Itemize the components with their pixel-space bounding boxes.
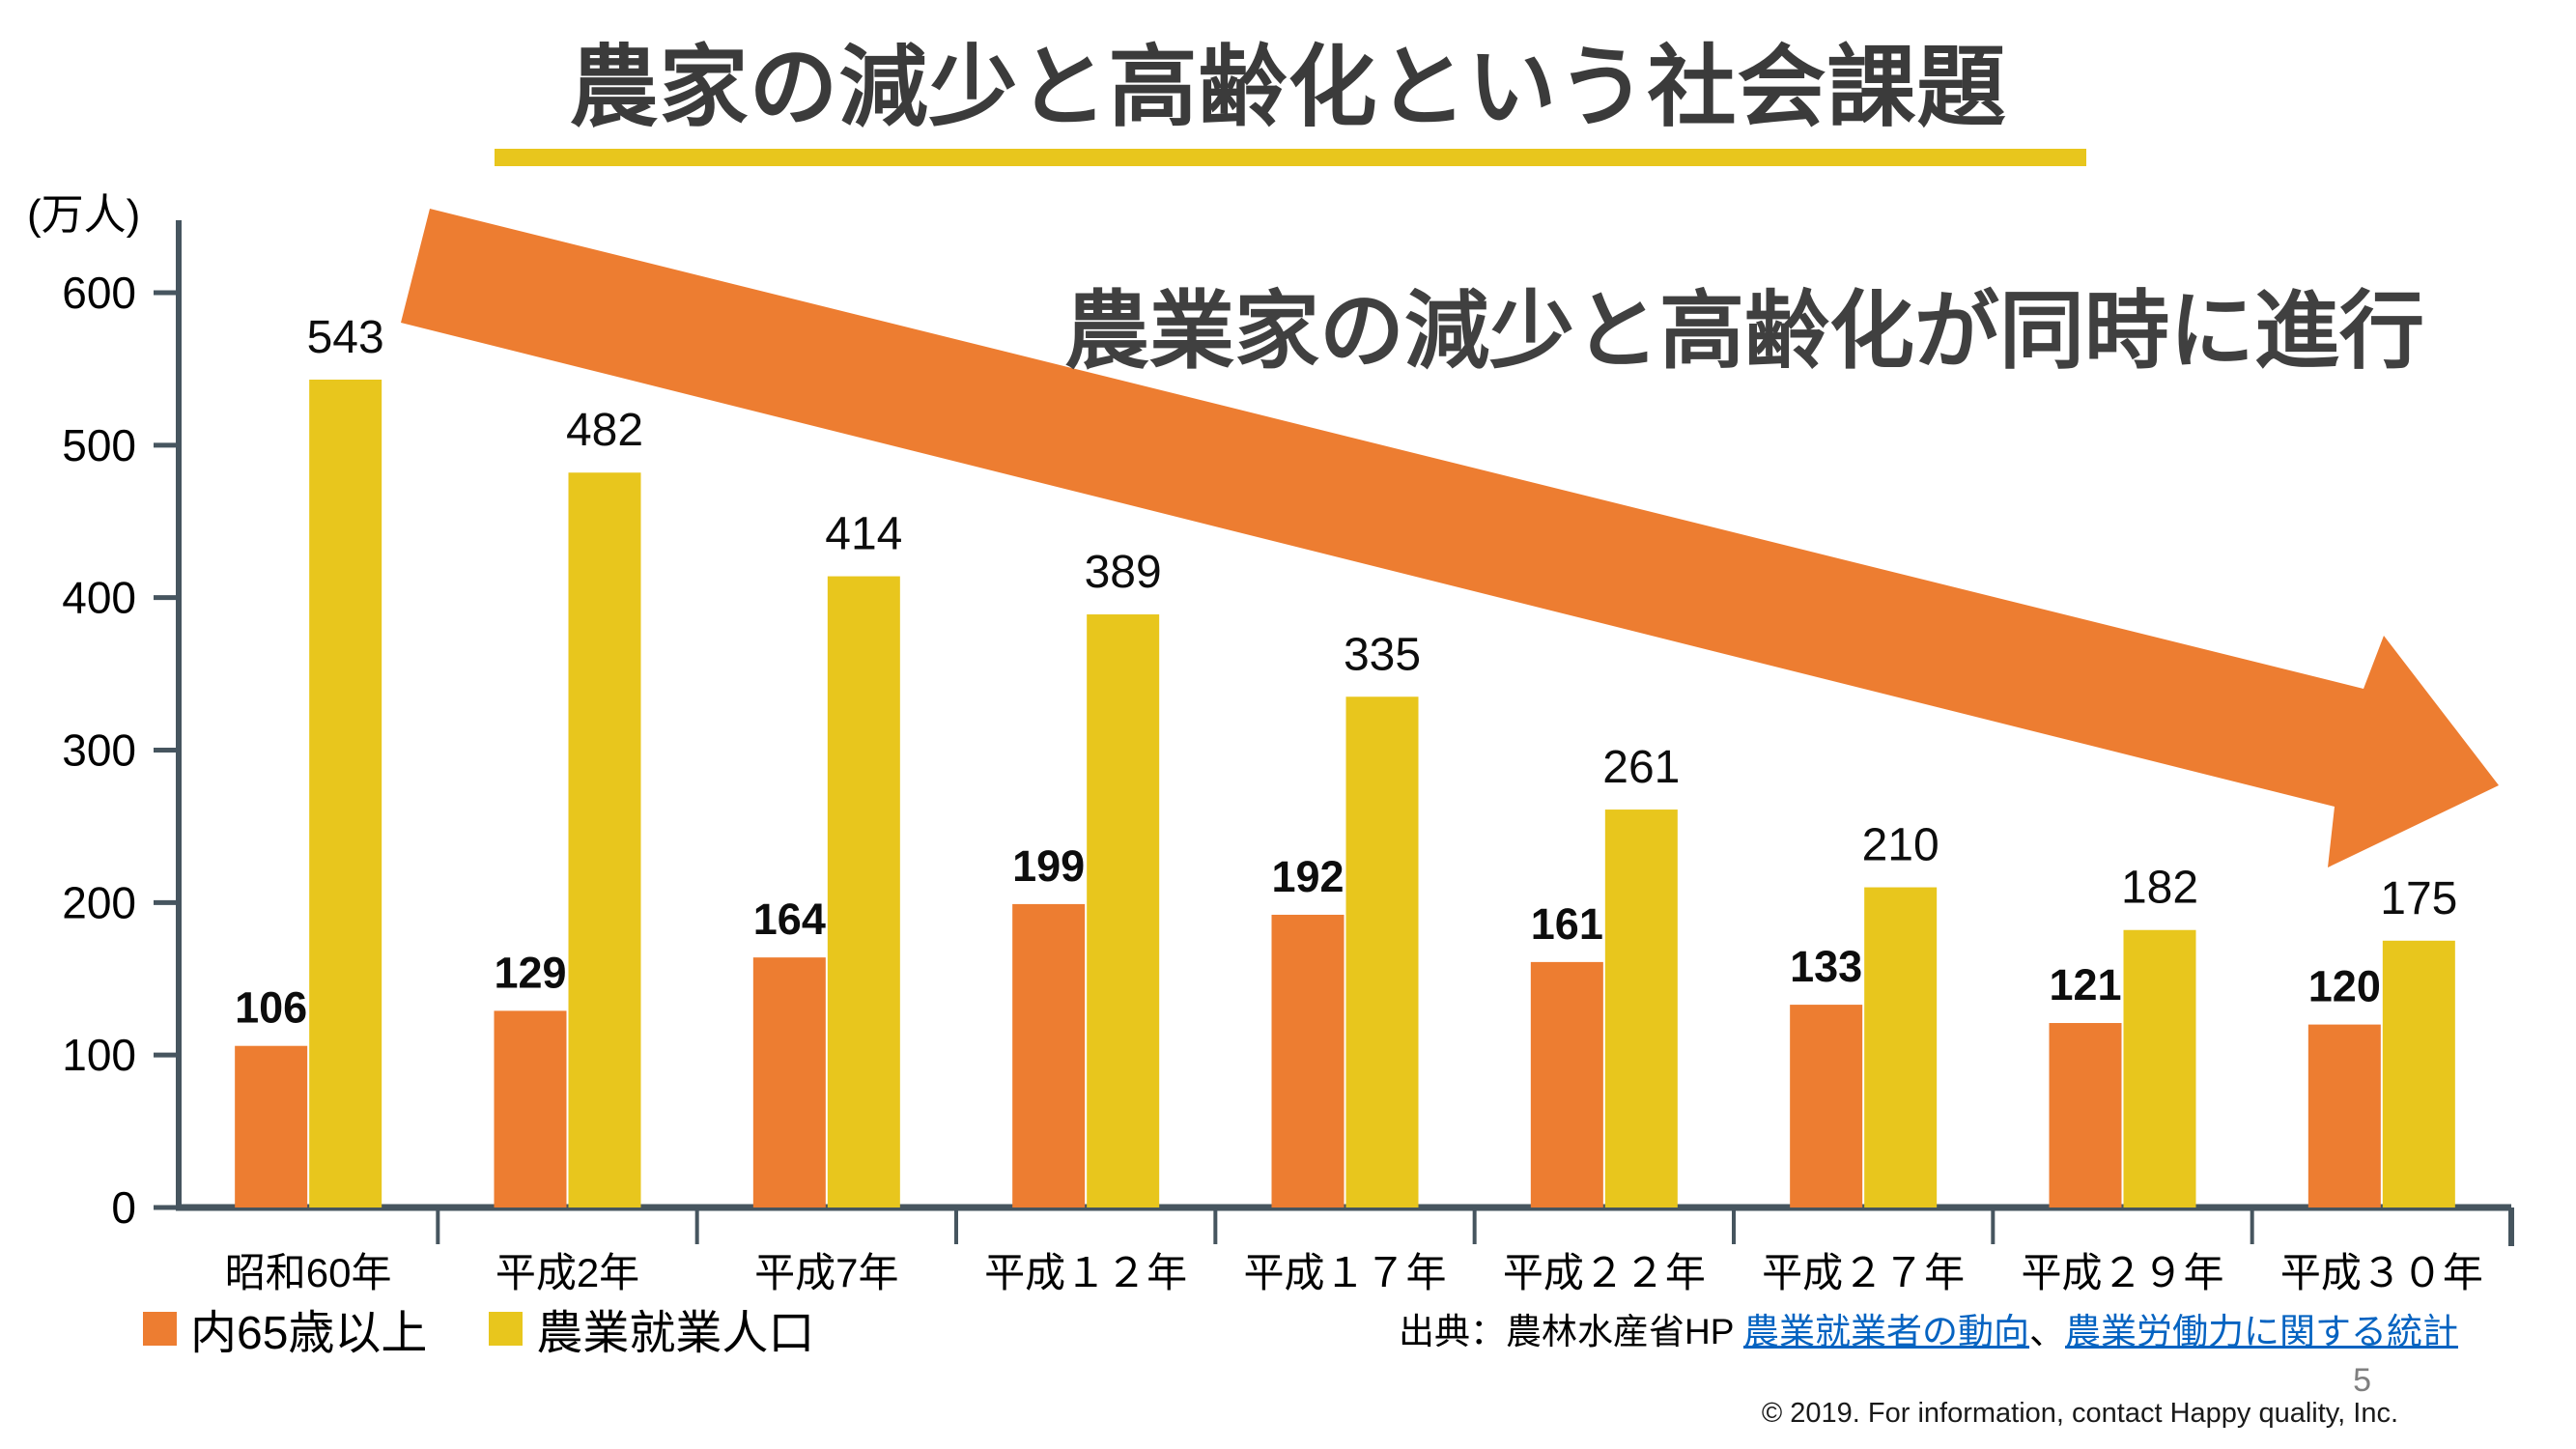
bar-over65 <box>2307 1024 2381 1208</box>
bar-over65 <box>2049 1023 2122 1208</box>
source-link-trends[interactable]: 農業就業者の動向 <box>1743 1312 2029 1351</box>
bar-farm-population <box>2382 940 2455 1208</box>
bar-farm-population <box>2123 929 2196 1208</box>
value-label: 389 <box>1085 547 1162 598</box>
value-label: 175 <box>2380 873 2457 924</box>
x-category-label: 平成１７年 <box>1243 1250 1446 1295</box>
copyright-text: © 2019. For information, contact Happy q… <box>1761 1398 2398 1429</box>
value-label: 133 <box>1790 942 1862 991</box>
x-category-label: 平成２２年 <box>1503 1250 1706 1295</box>
bar-over65 <box>1271 914 1345 1208</box>
title-underline-bar <box>495 149 2086 166</box>
x-category-label: 平成３０年 <box>2280 1250 2483 1295</box>
bar-farm-population <box>1604 810 1678 1208</box>
y-tick-label: 300 <box>62 725 136 776</box>
legend-label-over65: 内65歳以上 <box>190 1308 428 1359</box>
value-label: 210 <box>1862 820 1939 871</box>
x-category-label: 平成2年 <box>495 1250 639 1295</box>
legend-item-over65: 内65歳以上 <box>143 1294 427 1362</box>
x-category-label: 昭和60年 <box>225 1250 392 1295</box>
page-title: 農家の減少と高齢化という社会課題 <box>569 39 2007 137</box>
y-tick-label: 400 <box>62 573 136 623</box>
bar-farm-population <box>309 379 382 1208</box>
value-label: 120 <box>2308 962 2381 1011</box>
value-label: 414 <box>825 509 902 560</box>
bar-over65 <box>752 957 826 1208</box>
value-label: 164 <box>753 895 826 944</box>
x-category-label: 平成7年 <box>754 1250 898 1295</box>
y-tick-label: 100 <box>62 1030 136 1080</box>
bar-farm-population <box>1345 696 1419 1208</box>
downward-trend-arrow-icon <box>401 209 2499 867</box>
source-citation: 出典：農林水産省HP 農業就業者の動向、農業労働力に関する統計 <box>1399 1302 2458 1354</box>
value-label: 199 <box>1012 841 1085 891</box>
x-category-label: 平成１２年 <box>984 1250 1187 1295</box>
value-label: 129 <box>494 948 566 997</box>
x-category-label: 平成２７年 <box>1762 1250 1965 1295</box>
value-label: 482 <box>566 405 643 456</box>
legend-item-farm-population: 農業就業人口 <box>489 1294 814 1362</box>
bar-over65 <box>1012 903 1086 1208</box>
value-label: 161 <box>1531 899 1603 949</box>
bar-over65 <box>1790 1005 1863 1208</box>
value-label: 543 <box>307 312 384 363</box>
value-label: 182 <box>2121 863 2198 914</box>
yellow-swatch-icon <box>489 1311 524 1346</box>
chart-legend: 内65歳以上 農業就業人口 <box>143 1294 814 1362</box>
source-link-labor-stats[interactable]: 農業労働力に関する統計 <box>2065 1312 2458 1351</box>
y-tick-label: 500 <box>62 420 136 470</box>
bar-farm-population <box>1864 887 1938 1208</box>
source-separator: 、 <box>2029 1312 2065 1351</box>
orange-swatch-icon <box>143 1311 177 1346</box>
page-number: 5 <box>2353 1362 2371 1399</box>
bar-farm-population <box>827 576 900 1208</box>
arrow-annotation-text: 農業家の減少と高齢化が同時に進行 <box>1064 283 2425 379</box>
bar-over65 <box>494 1010 567 1208</box>
value-label: 106 <box>235 983 307 1033</box>
value-label: 335 <box>1344 629 1421 680</box>
bar-farm-population <box>568 472 641 1208</box>
legend-label-farm-population: 農業就業人口 <box>536 1308 815 1359</box>
value-label: 192 <box>1271 852 1344 901</box>
bar-over65 <box>1530 961 1603 1208</box>
y-tick-label: 600 <box>62 268 136 318</box>
bar-over65 <box>235 1045 308 1208</box>
value-label: 121 <box>2049 960 2121 1009</box>
y-axis-unit-label: (万人) <box>27 191 141 239</box>
y-tick-label: 0 <box>111 1182 136 1233</box>
y-tick-label: 200 <box>62 877 136 927</box>
value-label: 261 <box>1602 742 1680 793</box>
bar-farm-population <box>1087 614 1160 1208</box>
x-category-label: 平成２９年 <box>2021 1250 2223 1295</box>
source-prefix: 出典：農林水産省HP <box>1398 1312 1743 1351</box>
